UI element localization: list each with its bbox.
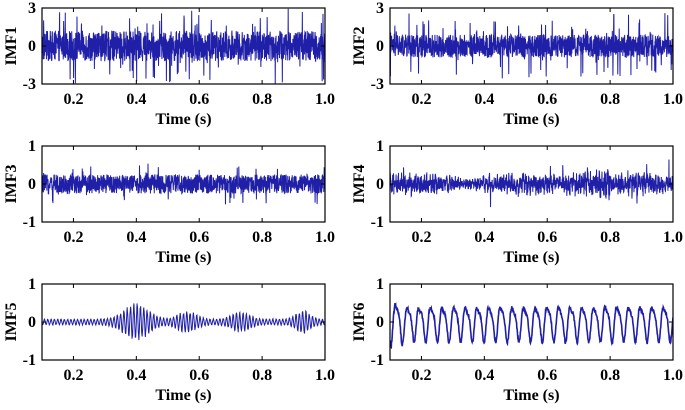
y-tick-label: 1 — [376, 276, 384, 293]
y-axis-title: IMF6 — [351, 302, 368, 341]
x-tick-label: 0.8 — [600, 229, 620, 246]
plot-frame — [41, 283, 326, 361]
y-tick-label: 0 — [376, 314, 384, 331]
x-tick-label: 0.6 — [537, 367, 557, 384]
y-tick-label: -1 — [371, 214, 384, 231]
x-axis-title: Time (s) — [503, 249, 559, 266]
series-line-imf4 — [390, 159, 673, 208]
x-tick-label: 0.2 — [63, 367, 83, 384]
x-tick-label: 0.8 — [252, 367, 272, 384]
y-tick-label: 0 — [376, 38, 384, 55]
y-tick-label: 0 — [28, 38, 36, 55]
x-tick-label: 0.4 — [126, 367, 146, 384]
x-tick-label: 0.8 — [600, 91, 620, 108]
x-tick-label: 0.6 — [189, 367, 209, 384]
plot-frame — [389, 283, 674, 361]
x-tick-label: 0.6 — [537, 229, 557, 246]
x-tick-label: 0.2 — [411, 367, 431, 384]
subplot-imf5: 0.2 0.4 0.6 0.8 1.0 -1 0 1 Time (s) IMF5 — [3, 276, 335, 404]
subplot-imf2: 0.2 0.4 0.6 0.8 1.0 -3 0 3 Time (s) IMF2 — [351, 0, 683, 128]
y-tick-label: 1 — [28, 276, 36, 293]
x-tick-label: 0.2 — [63, 229, 83, 246]
x-tick-label: 0.4 — [126, 91, 146, 108]
x-tick-label: 1.0 — [663, 229, 683, 246]
x-axis-title: Time (s) — [155, 111, 211, 128]
y-axis-title: IMF5 — [3, 302, 20, 341]
series-line-imf6 — [390, 301, 673, 350]
x-tick-label: 0.4 — [474, 229, 494, 246]
y-axis-title: IMF1 — [3, 26, 20, 65]
y-tick-label: 0 — [28, 176, 36, 193]
y-tick-label: -1 — [23, 214, 36, 231]
x-tick-label: 0.6 — [189, 229, 209, 246]
x-tick-label: 0.8 — [600, 367, 620, 384]
x-axis-title: Time (s) — [503, 111, 559, 128]
x-tick-label: 0.6 — [537, 91, 557, 108]
x-tick-label: 0.6 — [189, 91, 209, 108]
x-axis-title: Time (s) — [155, 249, 211, 266]
y-tick-label: 1 — [376, 138, 384, 155]
x-tick-label: 1.0 — [315, 367, 335, 384]
x-tick-label: 1.0 — [315, 91, 335, 108]
y-tick-label: 3 — [28, 0, 36, 17]
y-tick-label: 3 — [376, 0, 384, 17]
x-tick-label: 0.4 — [474, 91, 494, 108]
x-tick-label: 0.4 — [126, 229, 146, 246]
y-axis-title: IMF4 — [351, 164, 368, 203]
y-tick-label: -1 — [371, 352, 384, 369]
series-line-imf3 — [42, 163, 325, 205]
subplot-imf1: 0.2 0.4 0.6 0.8 1.0 -3 0 3 Time (s) IMF1 — [3, 0, 335, 128]
x-tick-label: 1.0 — [315, 229, 335, 246]
subplot-imf3: 0.2 0.4 0.6 0.8 1.0 -1 0 1 Time (s) IMF3 — [3, 138, 335, 266]
x-tick-label: 0.2 — [63, 91, 83, 108]
y-tick-label: 0 — [376, 176, 384, 193]
y-tick-label: 0 — [28, 314, 36, 331]
x-tick-label: 0.2 — [411, 229, 431, 246]
subplot-imf6: 0.2 0.4 0.6 0.8 1.0 -1 0 1 Time (s) IMF6 — [351, 276, 683, 404]
y-tick-label: -3 — [23, 76, 36, 93]
y-tick-label: -1 — [23, 352, 36, 369]
y-axis-title: IMF2 — [351, 26, 368, 65]
x-tick-label: 1.0 — [663, 367, 683, 384]
series-line-imf5 — [42, 303, 325, 341]
x-axis-title: Time (s) — [155, 387, 211, 404]
series-line-imf1 — [42, 8, 325, 84]
subplot-imf4: 0.2 0.4 0.6 0.8 1.0 -1 0 1 Time (s) IMF4 — [351, 138, 683, 266]
y-tick-label: -3 — [371, 76, 384, 93]
x-tick-label: 0.8 — [252, 229, 272, 246]
x-axis-title: Time (s) — [503, 387, 559, 404]
y-tick-label: 1 — [28, 138, 36, 155]
x-tick-label: 0.4 — [474, 367, 494, 384]
x-tick-label: 0.2 — [411, 91, 431, 108]
y-axis-title: IMF3 — [3, 164, 20, 203]
x-tick-label: 1.0 — [663, 91, 683, 108]
x-tick-label: 0.8 — [252, 91, 272, 108]
series-line-imf2 — [390, 13, 673, 79]
